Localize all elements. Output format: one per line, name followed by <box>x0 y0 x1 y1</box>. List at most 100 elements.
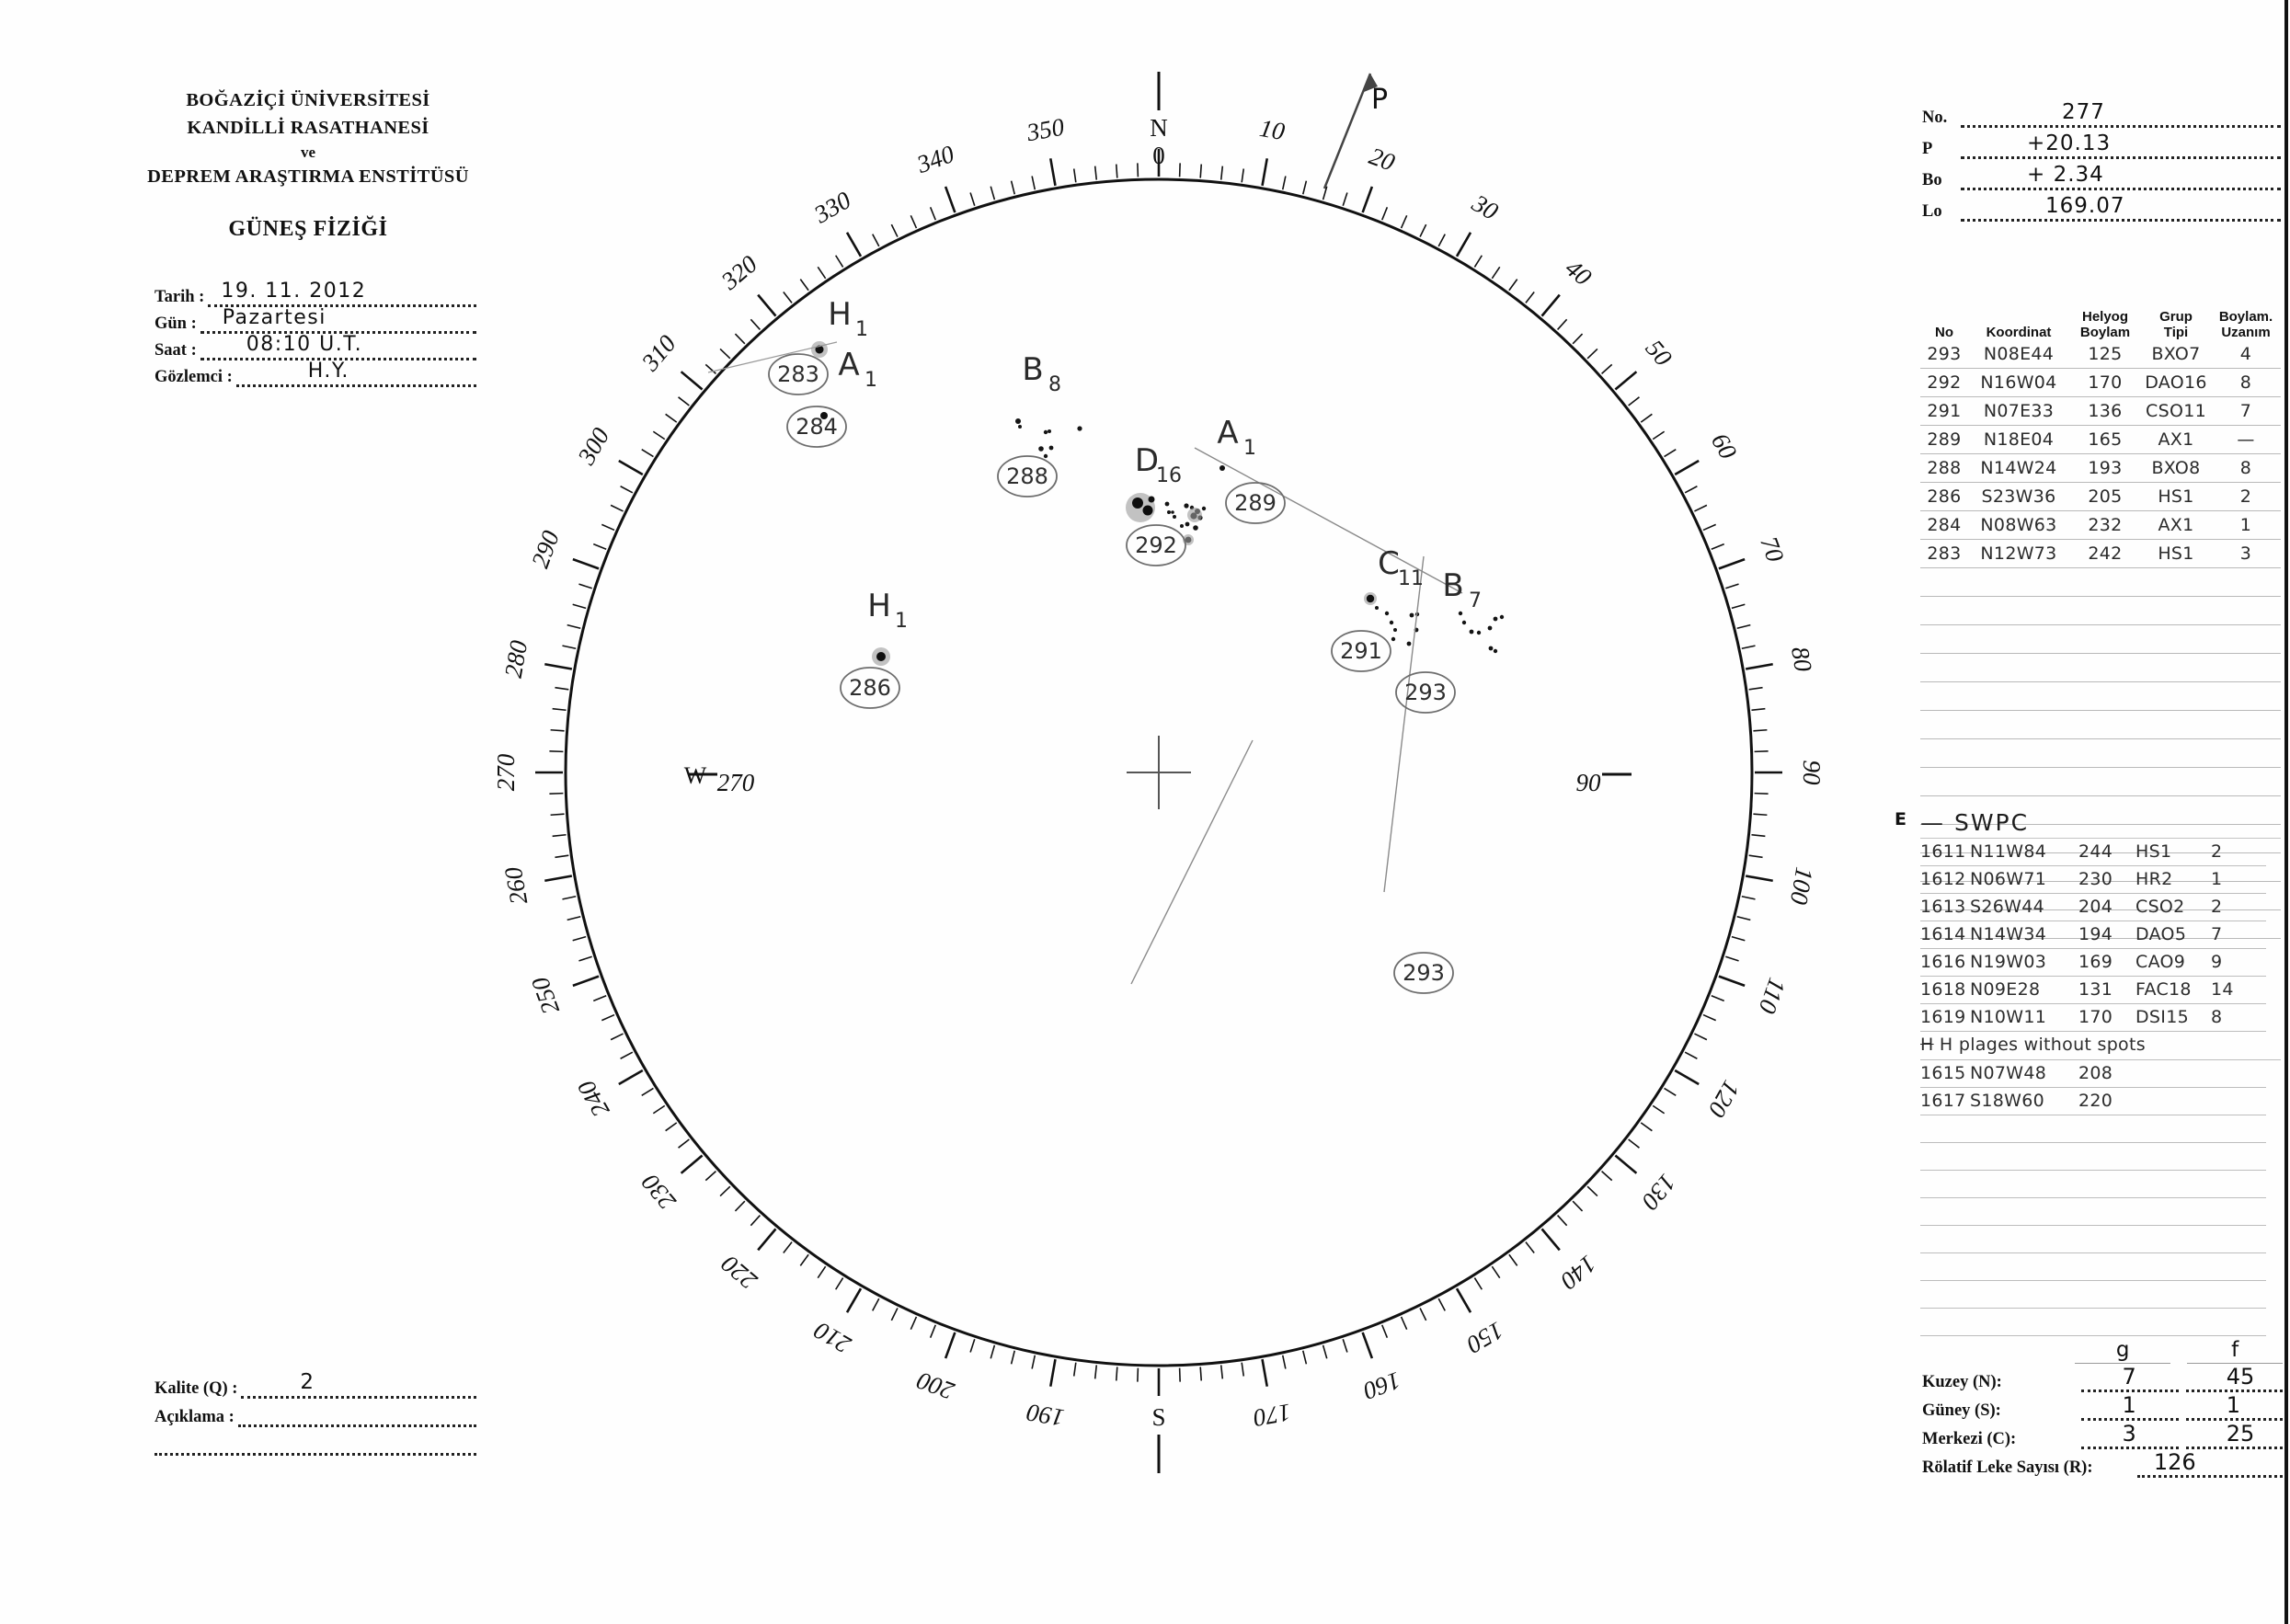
field-time[interactable]: Saat : 08:10 U.T. <box>155 333 476 360</box>
field-p[interactable]: P +20.13 <box>1922 132 2281 159</box>
tick-minor <box>1115 164 1118 178</box>
table-row-empty[interactable]: ..... <box>1920 625 2281 654</box>
degree-tick-label-40: 40 <box>1560 254 1597 292</box>
tick-minor <box>1473 255 1483 268</box>
swpc-row-empty[interactable]: ..... <box>1920 1281 2281 1309</box>
swpc-plage-row[interactable]: 1617 S18W60 220 <box>1920 1088 2281 1115</box>
swpc-cell-empty: . <box>2211 1115 2266 1143</box>
swpc-row[interactable]: 1611 N11W84 244 HS1 2 <box>1920 839 2281 866</box>
field-note[interactable]: Açıklama : <box>155 1399 476 1427</box>
sunspot-292-2 <box>1173 515 1176 519</box>
tick-minor <box>652 430 666 440</box>
table-row-empty[interactable]: ..... <box>1920 568 2281 597</box>
bo-label: Bo <box>1922 171 1942 189</box>
field-date[interactable]: Tarih : 19. 11. 2012 <box>155 280 476 307</box>
table-row-empty[interactable]: ..... <box>1920 796 2281 825</box>
summary-row-north[interactable]: Kuzey (N): 7 45 <box>1922 1364 2283 1392</box>
table-row[interactable]: 286 S23W36 205 HS1 2 <box>1920 483 2281 511</box>
col-header-helyog-line2: Boylam <box>2079 324 2131 340</box>
field-lo[interactable]: Lo 169.07 <box>1922 194 2281 222</box>
table-row-empty[interactable]: ..... <box>1920 825 2281 853</box>
table-row-empty[interactable]: ..... <box>1920 882 2281 910</box>
field-bo[interactable]: Bo + 2.34 <box>1922 163 2281 190</box>
swpc-plage-row[interactable]: 1615 N07W48 208 <box>1920 1060 2281 1088</box>
swpc-row-empty[interactable]: ..... <box>1920 1226 2281 1253</box>
degree-tick-label-340: 340 <box>912 140 958 179</box>
cell-empty: . <box>2141 768 2211 796</box>
tick-major <box>1048 1358 1057 1387</box>
cell-koordinat: N18E04 <box>1968 426 2069 454</box>
group-number-ellipse-284 <box>786 406 847 448</box>
cell-empty: . <box>2069 910 2141 939</box>
swpc-cell-boylam: 244 <box>2078 839 2135 866</box>
degree-tick-label-150: 150 <box>1461 1317 1508 1359</box>
swpc-cell-empty: . <box>1920 1198 1970 1226</box>
table-row[interactable]: 289 N18E04 165 AX1— <box>1920 426 2281 454</box>
table-row-empty[interactable]: ..... <box>1920 853 2281 882</box>
swpc-cell-empty: . <box>1970 1253 2078 1281</box>
south-label: Güney (S): <box>1922 1401 2001 1420</box>
swpc-row-empty[interactable]: ..... <box>1920 1253 2281 1281</box>
table-row-empty[interactable]: ..... <box>1920 768 2281 796</box>
table-row-empty[interactable]: ..... <box>1920 654 2281 682</box>
tick-minor <box>1010 180 1016 195</box>
sunspot-293-0 <box>1458 611 1463 616</box>
table-row[interactable]: 293 N08E44 125 BXO7 4 <box>1920 340 2281 369</box>
col-header-no: No <box>1935 324 1953 340</box>
table-row-empty[interactable]: ..... <box>1920 910 2281 939</box>
field-quality[interactable]: Kalite (Q) : 2 <box>155 1370 476 1399</box>
cell-empty: . <box>2069 739 2141 768</box>
tick-minor <box>1731 603 1746 610</box>
swpc-row-empty[interactable]: ..... <box>1920 1143 2281 1171</box>
swpc-row[interactable]: 1613 S26W44 204 CSO2 2 <box>1920 894 2281 921</box>
bo-dots: + 2.34 <box>1961 163 2281 190</box>
cell-uzanim: 2 <box>2211 483 2281 511</box>
group-type-label-289: A <box>1217 415 1238 452</box>
table-row-empty[interactable]: ..... <box>1920 711 2281 739</box>
field-note-cont[interactable] <box>155 1427 476 1456</box>
field-day[interactable]: Gün : Pazartesi <box>155 306 476 334</box>
tick-minor <box>578 583 592 589</box>
swpc-cell-no: 1616 <box>1920 949 1970 977</box>
field-observer[interactable]: Gözlemci : H.Y. <box>155 360 476 387</box>
table-row[interactable]: 283 N12W73 242 HS1 3 <box>1920 540 2281 568</box>
table-row[interactable]: 291 N07E33 136 CSO11 7 <box>1920 397 2281 426</box>
swpc-row[interactable]: 1612 N06W71 230 HR2 1 <box>1920 866 2281 894</box>
tick-major <box>1361 1332 1374 1359</box>
tick-minor <box>1601 363 1613 374</box>
table-row-empty[interactable]: ..... <box>1920 682 2281 711</box>
tick-minor <box>890 1308 899 1321</box>
table-row[interactable]: 292 N16W04 170 DAO16 8 <box>1920 369 2281 397</box>
tick-minor <box>1178 1367 1181 1382</box>
summary-row-south[interactable]: Güney (S): 1 1 <box>1922 1392 2283 1421</box>
summary-row-center[interactable]: Merkezi (C): 3 25 <box>1922 1421 2283 1449</box>
swpc-row-empty[interactable]: ..... <box>1920 1171 2281 1198</box>
tick-major <box>944 1332 956 1359</box>
table-row[interactable]: 288 N14W24 193 BXO8 8 <box>1920 454 2281 483</box>
tick-minor <box>1711 543 1725 550</box>
tick-minor <box>665 1122 678 1132</box>
p-dots: +20.13 <box>1961 132 2281 159</box>
tick-minor <box>1093 1365 1098 1379</box>
relative-value: 126 <box>2153 1449 2196 1475</box>
swpc-row-empty[interactable]: ..... <box>1920 1309 2281 1336</box>
swpc-row-empty[interactable]: ..... <box>1920 1115 2281 1143</box>
sunspot-293-7 <box>1488 646 1494 651</box>
table-row-empty[interactable]: ..... <box>1920 739 2281 768</box>
tick-minor <box>1741 645 1756 650</box>
field-no[interactable]: No. 277 <box>1922 100 2281 128</box>
table-row-empty[interactable]: ..... <box>1920 597 2281 625</box>
tick-minor <box>678 1138 690 1149</box>
swpc-cell-empty: . <box>1920 1115 1970 1143</box>
group-type-label-286: H <box>867 588 891 624</box>
tick-major <box>1361 186 1374 213</box>
table-row[interactable]: 284 N08W63 232 AX1 1 <box>1920 511 2281 540</box>
swpc-row[interactable]: 1618 N09E28 131 FAC18 14 <box>1920 977 2281 1004</box>
swpc-row-empty[interactable]: ..... <box>1920 1198 2281 1226</box>
summary-row-relative[interactable]: Rölatif Leke Sayısı (R): 126 <box>1922 1449 2283 1478</box>
tick-major <box>1674 459 1700 476</box>
swpc-row[interactable]: 1614 N14W34 194 DAO5 7 <box>1920 921 2281 949</box>
swpc-row[interactable]: 1619 N10W11 170 DSI15 8 <box>1920 1004 2281 1032</box>
cell-no: 286 <box>1920 483 1968 511</box>
swpc-row[interactable]: 1616 N19W03 169 CAO9 9 <box>1920 949 2281 977</box>
